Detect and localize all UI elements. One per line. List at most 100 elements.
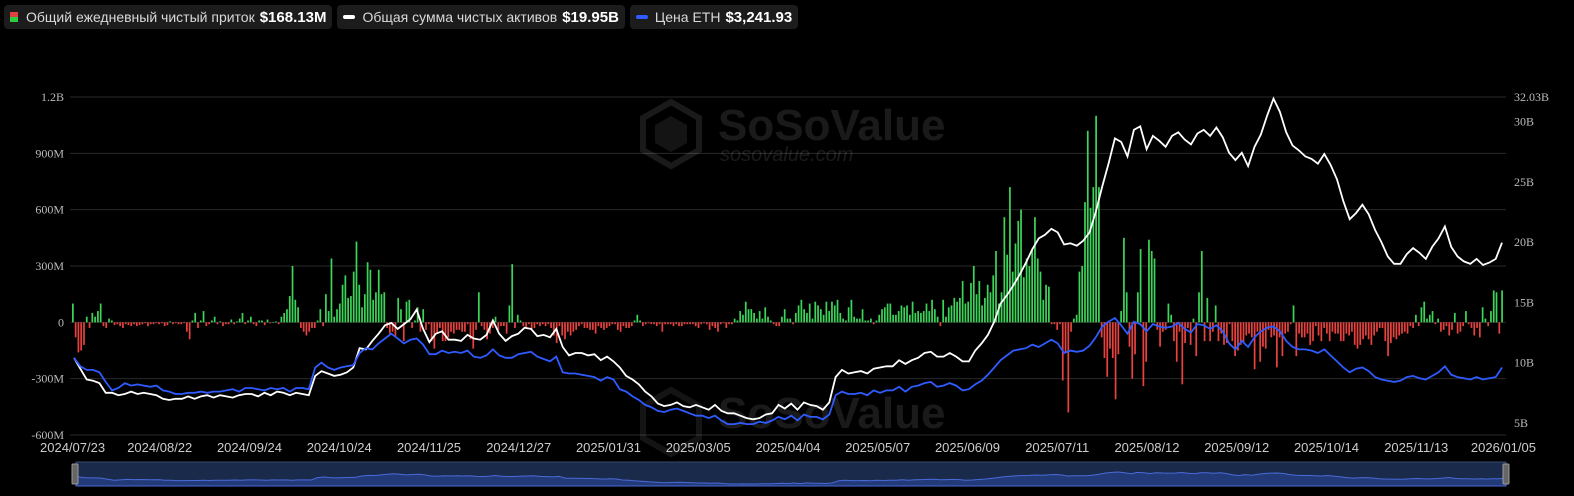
inflow-bar — [800, 299, 803, 323]
inflow-bar — [858, 318, 861, 323]
inflow-bar — [83, 322, 85, 345]
x-tick-label: 2024/12/27 — [486, 440, 551, 455]
inflow-bar — [1031, 249, 1034, 323]
inflow-bar — [611, 322, 614, 325]
inflow-bar — [127, 322, 130, 326]
inflow-bar — [683, 322, 686, 325]
inflow-bar — [878, 314, 881, 323]
inflow-bar — [970, 282, 972, 323]
inflow-bar — [792, 322, 794, 325]
inflow-bar — [1220, 322, 1223, 334]
inflow-bar — [1106, 322, 1109, 377]
watermark-brand: SoSoValue — [718, 389, 945, 438]
inflow-bar — [1153, 258, 1156, 323]
inflow-bar — [1426, 318, 1428, 323]
inflow-bar — [1248, 322, 1250, 334]
inflow-bar — [995, 250, 997, 323]
x-tick-label: 2025/03/05 — [666, 440, 731, 455]
inflow-bar — [547, 322, 550, 325]
inflow-bar — [294, 299, 297, 323]
inflow-bar — [466, 322, 469, 325]
inflow-bar — [213, 316, 216, 323]
inflow-bar — [1417, 322, 1420, 327]
inflow-bar — [486, 322, 489, 340]
inflow-bar — [1053, 322, 1056, 325]
legend-value: $19.95B — [562, 8, 619, 26]
inflow-bar — [616, 322, 619, 330]
inflow-bar — [864, 320, 867, 323]
legend-value: $3,241.93 — [725, 8, 793, 26]
legend-item-eth-price[interactable]: Цена ETH $3,241.93 — [629, 5, 799, 29]
inflow-bar — [216, 322, 219, 325]
inflow-bar — [1209, 322, 1211, 342]
inflow-bar — [144, 322, 147, 324]
inflow-bar — [769, 320, 772, 323]
legend-item-net-assets[interactable]: Общая сумма чистых активов $19.95B — [337, 5, 625, 29]
inflow-bar — [1473, 322, 1476, 336]
inflow-bar — [1303, 322, 1306, 338]
inflow-bar — [1028, 266, 1031, 323]
inflow-bar — [725, 322, 728, 328]
inflow-bar — [419, 322, 422, 332]
inflow-bar — [372, 299, 375, 323]
inflow-bar — [1440, 322, 1442, 332]
x-tick-label: 2024/11/25 — [397, 440, 461, 455]
inflow-bar — [369, 269, 372, 323]
inflow-bar — [1351, 322, 1353, 332]
inflow-bar — [972, 266, 975, 323]
inflow-bar — [1017, 220, 1020, 323]
inflow-bar — [697, 322, 700, 328]
inflow-bar — [397, 297, 400, 323]
inflow-bar — [833, 305, 836, 323]
inflow-bar — [1131, 322, 1134, 379]
inflow-bar — [244, 322, 247, 325]
y-left-tick-label: 0 — [58, 315, 64, 329]
inflow-bar — [986, 284, 989, 323]
inflow-bar — [1020, 209, 1022, 323]
inflow-bar — [274, 321, 277, 323]
inflow-bar — [1401, 322, 1403, 334]
inflow-bar — [900, 305, 903, 323]
inflow-bar — [241, 312, 244, 323]
inflow-bar — [989, 292, 992, 323]
inflow-bar — [875, 320, 878, 323]
inflow-bar — [856, 318, 858, 323]
inflow-bar — [355, 241, 358, 323]
inflow-bar — [950, 305, 953, 323]
inflow-bar — [1262, 322, 1264, 347]
inflow-bar — [1273, 322, 1275, 336]
inflow-bar — [205, 322, 208, 327]
inflow-bar — [742, 314, 744, 323]
inflow-bar — [1189, 322, 1192, 345]
inflow-bar — [1128, 322, 1131, 347]
inflow-bar — [578, 322, 580, 327]
inflow-bar — [352, 271, 355, 323]
inflow-bar — [366, 262, 369, 323]
inflow-bar — [686, 322, 689, 325]
inflow-bar — [600, 322, 603, 328]
x-ticks: 2024/07/23 2024/08/22 2024/09/24 2024/10/24… — [40, 440, 1536, 455]
inflow-bar — [224, 322, 227, 325]
inflow-bar — [539, 322, 541, 327]
inflow-bar — [1175, 322, 1178, 362]
navigator-left-handle[interactable] — [71, 463, 79, 485]
inflow-bar — [906, 305, 908, 323]
inflow-bar — [491, 322, 494, 328]
inflow-bar — [1009, 187, 1011, 323]
inflow-bar — [1200, 250, 1203, 323]
inflow-bar — [286, 309, 288, 323]
inflow-bar — [978, 281, 981, 323]
inflow-bar — [1328, 322, 1331, 342]
range-navigator[interactable] — [71, 461, 1510, 487]
inflow-bar — [519, 320, 522, 323]
inflow-bar — [1451, 322, 1453, 330]
inflow-bar — [1123, 237, 1125, 323]
inflow-bar — [108, 318, 110, 323]
inflow-bar — [1342, 322, 1345, 342]
inflow-bar — [363, 294, 366, 323]
inflow-bar — [402, 322, 405, 342]
inflow-bar — [1120, 311, 1122, 323]
inflow-bar — [1381, 322, 1384, 328]
legend-item-daily-inflow[interactable]: Общий ежедневный чистый приток $168.13M — [4, 5, 333, 29]
navigator-right-handle[interactable] — [1502, 463, 1510, 485]
